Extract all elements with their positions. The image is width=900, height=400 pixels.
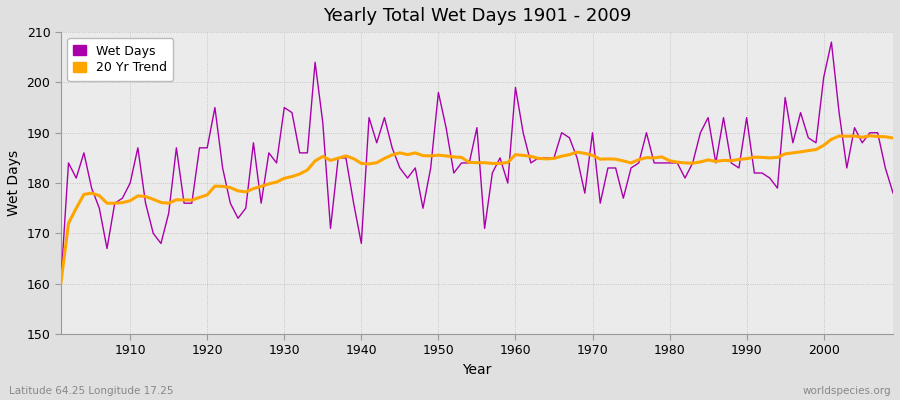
Wet Days	[286, 110, 297, 115]
20 Yr Trend	[56, 281, 67, 286]
20 Yr Trend	[333, 156, 344, 160]
20 Yr Trend	[887, 136, 898, 140]
Title: Yearly Total Wet Days 1901 - 2009: Yearly Total Wet Days 1901 - 2009	[323, 7, 631, 25]
Wet Days	[602, 166, 613, 170]
Y-axis label: Wet Days: Wet Days	[7, 150, 21, 216]
Line: 20 Yr Trend: 20 Yr Trend	[61, 136, 893, 284]
Line: Wet Days: Wet Days	[61, 42, 893, 284]
20 Yr Trend	[865, 133, 876, 138]
20 Yr Trend	[602, 156, 613, 161]
20 Yr Trend	[510, 152, 521, 157]
Legend: Wet Days, 20 Yr Trend: Wet Days, 20 Yr Trend	[67, 38, 173, 80]
Wet Days	[887, 191, 898, 196]
20 Yr Trend	[502, 160, 513, 165]
20 Yr Trend	[286, 174, 297, 179]
X-axis label: Year: Year	[463, 363, 491, 377]
Wet Days	[117, 196, 128, 200]
Wet Days	[502, 181, 513, 186]
Wet Days	[510, 85, 521, 90]
Wet Days	[333, 156, 344, 160]
Text: worldspecies.org: worldspecies.org	[803, 386, 891, 396]
Wet Days	[56, 281, 67, 286]
Text: Latitude 64.25 Longitude 17.25: Latitude 64.25 Longitude 17.25	[9, 386, 174, 396]
20 Yr Trend	[117, 200, 128, 205]
Wet Days	[826, 40, 837, 44]
